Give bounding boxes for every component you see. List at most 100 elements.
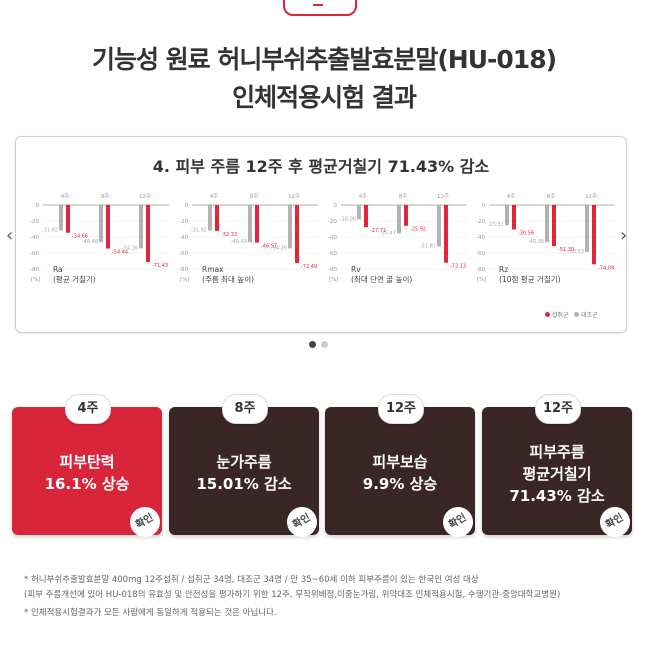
- chart-card-title: 4. 피부 주름 12주 후 평균거칠기 71.43% 감소: [152, 157, 490, 176]
- x-tick-label: 12주: [585, 193, 597, 200]
- chart-label: (최대 단면 골 높이): [351, 274, 412, 284]
- chevron-right-icon[interactable]: ›: [620, 225, 628, 246]
- bar-treatment: [404, 205, 408, 226]
- bar-control: [397, 205, 401, 234]
- data-label-treatment: -30.56: [518, 230, 534, 236]
- x-tick-label: 8주: [101, 193, 110, 200]
- bar-control: [288, 205, 292, 249]
- chart-label: (10점 평균 거칠기): [499, 274, 561, 284]
- x-tick-label: 8주: [547, 193, 556, 200]
- result-card-skin-wrinkle[interactable]: 피부주름 평균거칠기 71.43% 감소 확인: [482, 407, 636, 543]
- data-label-control: -46.48: [82, 239, 98, 245]
- chart-label: (주름 최대 높이): [202, 274, 254, 284]
- result-card-eye-wrinkle[interactable]: 눈가주름 15.01% 감소 확인: [169, 407, 323, 543]
- data-label-treatment: -25.92: [410, 227, 426, 233]
- footnote-3: * 인체적용시험결과가 모든 사람에게 동일하게 적용되는 것은 아닙니다.: [24, 608, 277, 618]
- confirm-stamp: 확인: [437, 501, 479, 543]
- data-label-control: -18.06: [340, 216, 356, 222]
- bar-treatment: [106, 205, 110, 249]
- data-label-control: -54.26: [122, 245, 138, 251]
- week-badge: 12주: [378, 394, 424, 424]
- y-tick-label: -80: [30, 267, 39, 273]
- data-label-treatment: -71.43: [152, 263, 168, 269]
- x-tick-label: 4주: [359, 193, 368, 200]
- data-label-control: -58.53: [568, 249, 584, 255]
- legend-treatment-label: 섭취군: [551, 312, 569, 319]
- data-label-control: -31.82: [191, 227, 207, 233]
- bar-treatment: [146, 205, 150, 263]
- bar-treatment: [512, 205, 516, 230]
- data-label-treatment: -74.09: [598, 265, 614, 271]
- bar-control: [545, 205, 549, 243]
- bar-treatment: [215, 205, 219, 231]
- top-decoration: [283, 0, 357, 16]
- result-line1: 피부주름: [529, 443, 585, 461]
- y-tick-label: 0: [36, 203, 40, 209]
- bar-treatment: [364, 205, 368, 228]
- y-tick-label: -40: [328, 235, 337, 241]
- chart-label: Rmax: [202, 265, 224, 274]
- y-tick-label: -20: [476, 219, 485, 225]
- result-card-skin-elasticity[interactable]: 피부탄력 16.1% 상승 확인: [12, 407, 166, 543]
- confirm-stamp: 확인: [281, 501, 323, 543]
- chart-label: Ra: [53, 265, 63, 274]
- bar-control: [248, 205, 252, 243]
- y-tick-label: -60: [30, 251, 39, 257]
- y-tick-label: -80: [328, 267, 337, 273]
- carousel-dot-2[interactable]: [321, 341, 328, 348]
- data-label-treatment: -54.44: [112, 250, 128, 256]
- footnote-1: * 허니부쉬추출발효분말 400mg 12주섭취 / 섭취군 34명, 대조군 …: [24, 575, 479, 585]
- y-unit-label: [%]: [180, 277, 190, 283]
- result-line1: 눈가주름: [216, 453, 272, 471]
- week-badge: 12주: [535, 394, 581, 424]
- y-tick-label: -20: [179, 219, 188, 225]
- data-label-treatment: -34.66: [72, 234, 88, 240]
- x-tick-label: 4주: [210, 193, 219, 200]
- chart-legend: 섭취군 대조군: [545, 310, 598, 319]
- result-line2: 15.01% 감소: [196, 475, 292, 493]
- x-tick-label: 12주: [288, 193, 300, 200]
- x-tick-label: 8주: [250, 193, 259, 200]
- y-tick-label: 0: [482, 203, 486, 209]
- y-unit-label: [%]: [31, 277, 41, 283]
- result-line2: 평균거칠기: [522, 465, 592, 483]
- data-label-control: -35.47: [380, 230, 396, 236]
- result-line2: 9.9% 상승: [362, 475, 438, 493]
- y-tick-label: -80: [179, 267, 188, 273]
- y-tick-label: -40: [476, 235, 485, 241]
- carousel-dot-1[interactable]: [309, 341, 316, 348]
- y-tick-label: -20: [328, 219, 337, 225]
- x-tick-label: 12주: [437, 193, 449, 200]
- x-tick-label: 4주: [507, 193, 516, 200]
- page-subtitle: 인체적용시험 결과: [232, 83, 417, 112]
- bar-control: [437, 205, 441, 247]
- result-line2: 16.1% 상승: [44, 475, 130, 493]
- x-tick-label: 8주: [399, 193, 408, 200]
- data-label-treatment: -46.97: [261, 244, 277, 250]
- chevron-left-icon[interactable]: ‹: [6, 225, 14, 246]
- bar-control: [208, 205, 212, 231]
- data-label-treatment: -32.33: [221, 232, 237, 238]
- result-card-skin-moisture[interactable]: 피부보습 9.9% 상승 확인: [325, 407, 479, 543]
- y-unit-label: [%]: [329, 277, 339, 283]
- page-title: 기능성 원료 허니부쉬추출발효분말(HU-018): [91, 45, 557, 74]
- chart-card: 4. 피부 주름 12주 후 평균거칠기 71.43% 감소: [15, 136, 627, 333]
- week-badge: 8주: [222, 394, 268, 424]
- bar-treatment: [255, 205, 259, 243]
- week-badge: 4주: [65, 394, 111, 424]
- bar-control: [99, 205, 103, 243]
- bar-treatment: [592, 205, 596, 265]
- y-tick-label: -60: [328, 251, 337, 257]
- data-label-control: -54.26: [271, 245, 287, 251]
- bar-treatment: [295, 205, 299, 263]
- y-unit-label: [%]: [477, 277, 487, 283]
- y-tick-label: 0: [334, 203, 338, 209]
- chart-label: Rz: [499, 265, 508, 274]
- confirm-stamp: 확인: [594, 501, 636, 543]
- bar-control: [357, 205, 361, 220]
- legend-treatment-swatch: [545, 312, 550, 317]
- bar-control: [139, 205, 143, 249]
- bar-control: [585, 205, 589, 252]
- data-label-control: -46.38: [528, 239, 544, 245]
- chart-label: Rv: [351, 265, 361, 274]
